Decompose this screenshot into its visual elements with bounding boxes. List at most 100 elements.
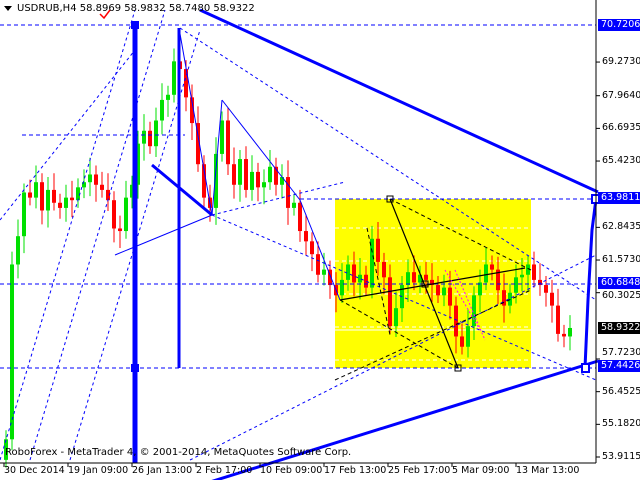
time-tick-label: 30 Dec 2014 (4, 465, 65, 476)
candle-body (394, 308, 398, 327)
price-tick-label: 69.2730 (602, 56, 640, 68)
candle-body (148, 130, 152, 147)
candle-body (82, 182, 86, 188)
candle-body (466, 326, 470, 347)
price-badge: 57.4426 (598, 360, 640, 373)
time-tick-label: 5 Mar 09:00 (452, 465, 510, 476)
candle-body (514, 277, 518, 293)
candle-body (364, 274, 368, 288)
time-tick-label: 10 Feb 09:00 (260, 465, 323, 476)
candle-body (220, 120, 224, 154)
candle-body (424, 274, 428, 280)
price-tick-label: 57.7230 (602, 347, 640, 359)
candle-body (484, 264, 488, 283)
candle-body (112, 200, 116, 229)
price-badge: 58.9322 (598, 321, 640, 334)
copyright-text: RoboForex - MetaTrader 4, © 2001-2014, M… (5, 447, 352, 458)
candle-body (406, 272, 410, 286)
candle-body (124, 197, 128, 232)
price-tick-label: 65.4230 (602, 155, 640, 167)
high-value: 58.9832 (124, 3, 166, 14)
price-badge: 70.7206 (598, 18, 640, 31)
candle-body (502, 290, 506, 306)
price-tick-label: 66.6935 (602, 122, 640, 134)
candle-body (202, 164, 206, 198)
candle-body (154, 120, 158, 147)
candle-body (430, 279, 434, 286)
candle-body (352, 264, 356, 283)
candle-body (10, 264, 14, 440)
time-tick-label: 17 Feb 13:00 (324, 465, 387, 476)
price-badge: 60.6848 (598, 276, 640, 289)
candle-body (88, 174, 92, 183)
price-tick-label: 53.9115 (602, 451, 640, 462)
candle-body (418, 274, 422, 283)
price-tick-label: 60.3025 (602, 289, 640, 301)
candle-body (190, 97, 194, 124)
candle-body (160, 99, 164, 121)
candle-body (388, 277, 392, 327)
candle-body (436, 285, 440, 296)
candle-body (340, 279, 344, 296)
candle-body (460, 336, 464, 347)
candle-body (262, 182, 266, 188)
candle-body (184, 69, 188, 98)
candle-body (376, 238, 380, 262)
dropdown-triangle-icon[interactable] (4, 5, 12, 11)
candle-body (238, 159, 242, 185)
candle-body (322, 269, 326, 275)
candle-body (244, 159, 248, 190)
symbol-header: USDRUB,H4 58.8969 58.9832 58.7480 58.932… (4, 3, 255, 14)
time-tick-label: 19 Jan 09:00 (68, 465, 129, 476)
time-tick-label: 25 Feb 17:00 (388, 465, 451, 476)
candle-body (28, 192, 32, 198)
candle-body (556, 305, 560, 334)
low-value: 58.7480 (168, 3, 211, 14)
candle-body (136, 143, 140, 185)
candle-body (328, 269, 332, 286)
candle-body (106, 189, 110, 201)
candle-body (64, 197, 68, 208)
price-tick-label: 61.5730 (602, 254, 640, 266)
price-badge: 63.9811 (598, 192, 640, 205)
candle-body (310, 241, 314, 255)
candle-body (568, 327, 572, 337)
candle-body (478, 282, 482, 296)
candle-body (544, 285, 548, 293)
candle-body (196, 123, 200, 165)
candle-body (532, 264, 536, 280)
candle-body (538, 279, 542, 286)
time-tick-label: 26 Jan 13:00 (132, 465, 193, 476)
candle-body (286, 177, 290, 208)
candle-body (142, 130, 146, 144)
candle-body (304, 231, 308, 242)
price-tick-label: 56.4525 (602, 385, 640, 397)
candle-body (166, 94, 170, 100)
candle-body (520, 274, 524, 278)
candle-body (52, 189, 56, 203)
candle-body (472, 295, 476, 327)
resistance-trendline (199, 8, 599, 194)
candle-body (316, 254, 320, 275)
candle-body (526, 264, 530, 275)
price-tick-label: 67.9640 (602, 89, 640, 101)
candle-body (70, 197, 74, 201)
symbol-label: USDRUB,H4 (17, 3, 77, 14)
candle-body (22, 192, 26, 237)
candle-body (382, 261, 386, 278)
alert-check-icon (99, 9, 111, 20)
candle-body (46, 189, 50, 211)
candle-body (16, 236, 20, 265)
candle-body (256, 171, 260, 188)
candle-body (214, 153, 218, 208)
candle-body (358, 274, 362, 283)
candle-body (550, 292, 554, 306)
candle-body (268, 166, 272, 183)
time-tick-label: 13 Mar 13:00 (516, 465, 580, 476)
candle-body (454, 305, 458, 337)
time-tick-label: 2 Feb 17:00 (196, 465, 253, 476)
candle-body (232, 164, 236, 185)
candle-body (100, 184, 104, 190)
candle-body (58, 202, 62, 208)
